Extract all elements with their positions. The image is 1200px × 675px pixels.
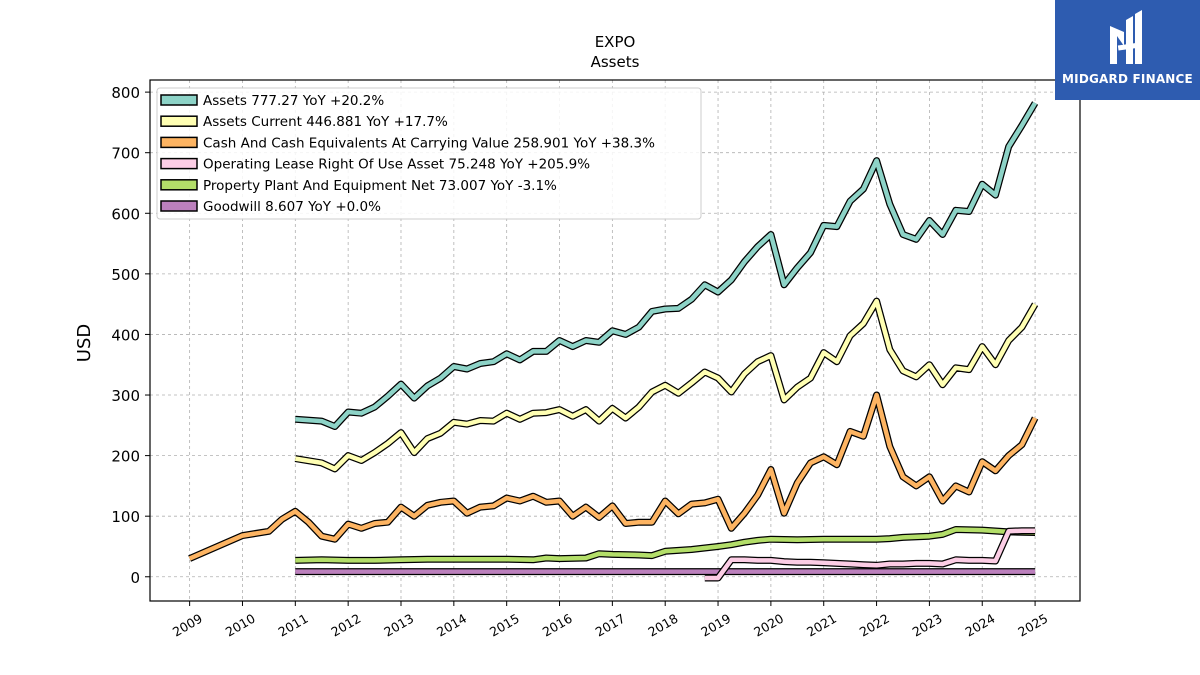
x-tick-label: 2020 — [751, 611, 786, 640]
x-tick-label: 2022 — [857, 611, 892, 640]
series-line-property-plant-and-equipment-net — [295, 527, 1036, 563]
legend-swatch — [160, 115, 198, 127]
legend-swatch — [160, 157, 198, 170]
brand-logo: MIDGARD FINANCE — [1055, 0, 1200, 100]
y-tick-label: 600 — [111, 205, 140, 223]
series-line-assets-current — [294, 298, 1038, 472]
y-tick-label: 500 — [111, 266, 140, 284]
legend-swatch — [160, 136, 198, 149]
x-tick-label: 2013 — [381, 611, 416, 640]
x-tick-label: 2021 — [804, 611, 839, 640]
x-tick-label: 2009 — [170, 611, 205, 640]
series-line-operating-lease-right-of-use-asset — [704, 528, 1036, 581]
legend-entry-label: Property Plant And Equipment Net 73.007 … — [203, 178, 557, 194]
y-tick-label: 100 — [111, 508, 140, 526]
x-tick-label: 2014 — [434, 611, 469, 640]
x-tick-label: 2025 — [1015, 611, 1050, 640]
y-tick-label: 400 — [111, 326, 140, 344]
x-tick-label: 2015 — [487, 611, 522, 640]
y-tick-label: 200 — [111, 448, 140, 466]
y-tick-label: 300 — [111, 387, 140, 405]
midgard-logo-icon — [1109, 10, 1142, 64]
legend-entry-label: Goodwill 8.607 YoY +0.0% — [203, 199, 381, 215]
legend-swatch — [160, 200, 198, 212]
x-tick-label: 2019 — [698, 611, 733, 640]
brand-name: MIDGARD FINANCE — [1062, 72, 1193, 86]
legend-entry-label: Cash And Cash Equivalents At Carrying Va… — [203, 135, 655, 151]
x-tick-label: 2017 — [593, 611, 628, 640]
legend-box — [156, 87, 702, 220]
y-tick-label: 0 — [130, 569, 140, 587]
legend-entry-label: Assets 777.27 YoY +20.2% — [203, 93, 384, 109]
y-tick-label: 800 — [111, 84, 140, 102]
series-lines — [188, 101, 1039, 582]
x-tick-label: 2018 — [645, 611, 680, 640]
chart-subtitle: Assets — [591, 53, 640, 71]
legend-swatch — [160, 179, 198, 191]
legend-swatch — [160, 94, 198, 106]
x-tick-label: 2012 — [328, 611, 363, 640]
plot-area-frame — [149, 79, 1081, 602]
y-axis-label: USD — [74, 324, 95, 362]
x-tick-label: 2023 — [910, 611, 945, 640]
x-tick-label: 2011 — [276, 611, 311, 640]
legend: Assets 777.27 YoY +20.2% Assets Current 4… — [156, 87, 702, 220]
series-line-cash-and-cash-equivalents-at-carrying-value — [188, 392, 1038, 561]
legend-entry-label: Assets Current 446.881 YoY +17.7% — [203, 114, 448, 130]
x-tick-label: 2010 — [223, 611, 258, 640]
x-tick-label: 2024 — [962, 611, 997, 640]
x-tick-label: 2016 — [540, 611, 575, 640]
y-tick-label: 700 — [111, 145, 140, 163]
chart-title: EXPO — [595, 33, 636, 51]
series-line-assets — [295, 101, 1038, 429]
legend-entry-label: Operating Lease Right Of Use Asset 75.24… — [203, 157, 590, 173]
